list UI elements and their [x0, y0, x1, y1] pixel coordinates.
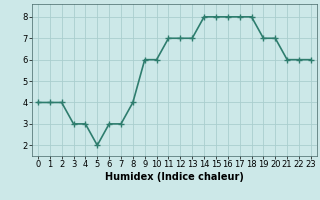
X-axis label: Humidex (Indice chaleur): Humidex (Indice chaleur) — [105, 172, 244, 182]
